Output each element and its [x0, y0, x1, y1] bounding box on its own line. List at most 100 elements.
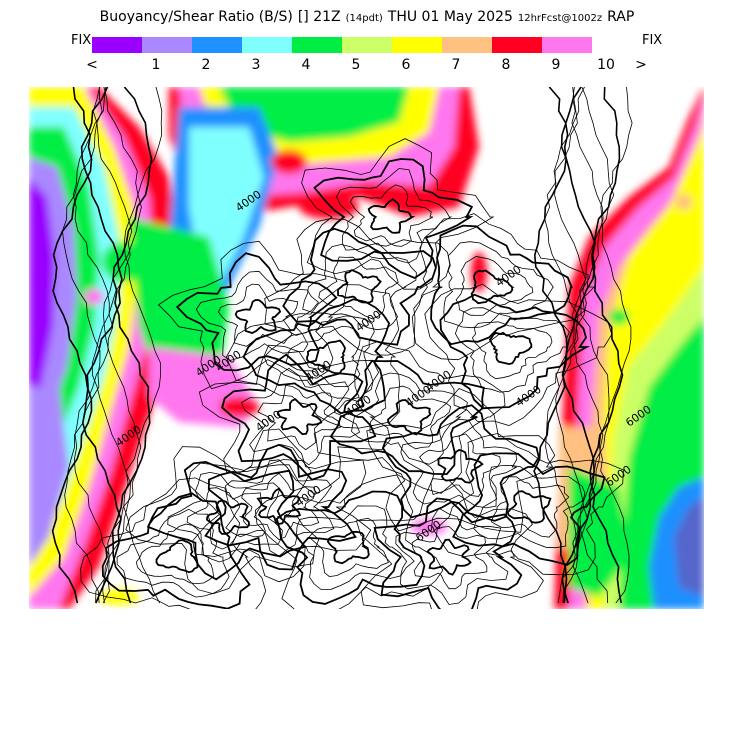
colorbar-tick-4: 4: [301, 57, 311, 73]
height-contour-line: [157, 240, 349, 390]
south-pink-blob: [411, 519, 447, 535]
height-contour-line: [167, 471, 283, 563]
height-contour-line: [296, 505, 408, 590]
height-contour-line: [471, 321, 553, 380]
height-contour-line: [387, 399, 432, 436]
color-scale-bar: [92, 37, 592, 53]
height-contour-line: [349, 184, 434, 247]
height-contour-line: [437, 449, 484, 484]
height-contour-line: [400, 418, 517, 509]
title-date: THU 01 May 2025: [387, 9, 513, 25]
height-contour-line: [308, 517, 389, 578]
colorbar-left-label: FIX: [71, 33, 92, 48]
colorbar-swatch-5: [292, 37, 342, 53]
height-contour-line: [282, 227, 437, 346]
colorbar-tick-2: 2: [201, 57, 211, 73]
coastal-contour-line: [72, 87, 114, 604]
height-contour-line: [454, 307, 570, 393]
coastal-contour-line: [102, 87, 142, 604]
height-contour-line: [411, 213, 596, 361]
height-contour-line: [313, 341, 506, 494]
height-contour-line: [366, 388, 556, 533]
colorbar-swatch-6: [342, 37, 392, 53]
east-orange-blob: [676, 194, 692, 210]
height-contour-line: [395, 507, 509, 605]
height-contour-line: [116, 508, 230, 598]
height-contour-line: [424, 283, 613, 427]
height-contour-line: [490, 476, 570, 538]
map-title: Buoyancy/Shear Ratio (B/S) [] 21Z (14pdt…: [0, 9, 734, 29]
eastern-contour-line: [560, 87, 596, 604]
eastern-contour-line: [533, 87, 569, 604]
height-contour-line: [433, 432, 624, 576]
central-red-blob-2: [219, 397, 259, 417]
east-green-blob: [609, 309, 629, 325]
height-contour-line: [125, 446, 320, 595]
height-contour-line: [276, 398, 323, 436]
colorbar-tick-7: 7: [451, 57, 461, 73]
height-contour-line: [419, 433, 501, 497]
height-contour-line: [80, 477, 267, 609]
height-contour-line: [242, 298, 391, 415]
height-contour-line: [254, 474, 444, 609]
scale-right-arrow: >: [635, 57, 647, 73]
colorbar-tick-9: 9: [551, 57, 561, 73]
height-contour-line: [336, 168, 453, 264]
colorbar-swatch-4: [242, 37, 292, 53]
height-contour-line: [240, 367, 361, 466]
colorbar-swatch-8: [442, 37, 492, 53]
height-contour-line: [225, 284, 401, 429]
height-contour-line: [175, 252, 338, 372]
colorbar-tick-8: 8: [501, 57, 511, 73]
colorbar-swatch-2: [142, 37, 192, 53]
height-contour-line: [135, 523, 215, 585]
eastern-contour-line: [571, 87, 604, 604]
coastal-contour-line: [123, 87, 163, 604]
colorbar-tick-3: 3: [251, 57, 261, 73]
coastal-contour-line: [111, 87, 153, 604]
ratio-map: 4000 4000 4000 4000 4000 4000 4000 4000 4000 4000…: [29, 87, 704, 609]
east-darkblue-band: [674, 497, 704, 597]
height-contour-line: [326, 530, 370, 565]
height-contours: [51, 87, 633, 609]
height-contour-line: [146, 460, 307, 581]
colorbar-tick-5: 5: [351, 57, 361, 73]
colorbar-swatch-10: [542, 37, 592, 53]
height-contour-line: [473, 464, 586, 549]
height-contour-line: [263, 315, 375, 403]
height-contour-line: [198, 344, 391, 495]
title-time: [] 21Z: [297, 9, 341, 25]
title-product: Buoyancy/Shear Ratio (B/S): [99, 9, 293, 25]
height-contour-line: [430, 224, 573, 346]
title-forecast-run: 12hrFcst@1002z: [517, 13, 603, 24]
north-red-blob: [271, 150, 307, 174]
height-contour-line: [301, 138, 495, 290]
height-contour-line: [275, 490, 426, 605]
colorbar-right-label: FIX: [642, 33, 663, 48]
height-contour-line: [218, 283, 299, 347]
height-contour-line: [337, 269, 382, 304]
west-purple-band: [29, 177, 55, 407]
colorbar-swatch-3: [192, 37, 242, 53]
height-contour-line: [443, 241, 554, 329]
coastal-contour-line: [80, 87, 123, 604]
height-contour-line: [241, 472, 320, 541]
height-contour-line: [302, 244, 417, 331]
eastern-contour-line: [589, 87, 624, 604]
eastern-contour-line: [598, 87, 633, 604]
coastal-contour-line: [91, 87, 133, 604]
colorbar-tick-10: 10: [597, 57, 615, 73]
height-contour-line: [257, 384, 341, 451]
scale-left-arrow: <: [86, 57, 98, 73]
colorbar-tick-1: 1: [151, 57, 161, 73]
sw-lavender-band: [29, 387, 69, 567]
height-contour-line: [452, 452, 606, 566]
height-contour-line: [470, 269, 515, 305]
north-red-blob-2: [299, 195, 359, 219]
height-contour-line: [195, 270, 319, 361]
height-contour-line: [204, 443, 357, 571]
colorbar-swatch-1: [92, 37, 142, 53]
height-contour-line: [369, 385, 452, 450]
height-contour-line: [221, 353, 377, 481]
